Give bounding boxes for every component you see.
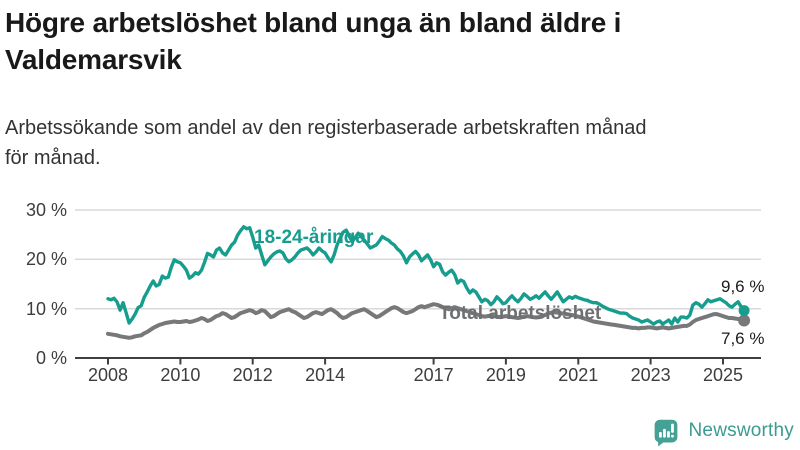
- x-tick-label: 2025: [702, 365, 744, 385]
- newsworthy-logo-icon: [654, 419, 677, 446]
- x-tick-label: 2010: [160, 365, 201, 385]
- y-tick-label: 0 %: [35, 348, 67, 368]
- x-tick-label: 2019: [485, 365, 526, 385]
- end-dot-total: [738, 314, 751, 327]
- chart-subtitle: Arbetssökande som andel av den registerb…: [5, 113, 647, 173]
- y-tick-label: 20 %: [25, 249, 67, 270]
- page-title: Högre arbetslöshet bland unga än bland ä…: [5, 7, 622, 75]
- end-dot-youth: [738, 305, 750, 317]
- series-label-total: Total arbetslöshet: [439, 303, 602, 324]
- x-tick-label: 2014: [305, 365, 346, 385]
- y-tick-label: 10 %: [25, 298, 67, 319]
- y-tick-label: 30 %: [25, 200, 67, 220]
- series-line-youth: [106, 225, 746, 326]
- end-value-label-total: 7,6 %: [721, 329, 765, 348]
- end-value-label-youth: 9,6 %: [721, 277, 765, 296]
- x-tick-label: 2017: [413, 365, 454, 385]
- series-label-youth: 18-24-åringar: [254, 227, 374, 248]
- x-tick-label: 2021: [558, 365, 599, 385]
- newsworthy-logo-text: Newsworthy: [688, 420, 794, 441]
- subtitle-line-2: för månad.: [5, 147, 101, 169]
- series-line-total: [106, 302, 747, 340]
- x-tick-label: 2008: [87, 365, 129, 385]
- newsworthy-logo[interactable]: Newsworthy: [652, 415, 794, 447]
- x-tick-label: 2023: [630, 365, 671, 385]
- x-tick-label: 2012: [232, 365, 273, 385]
- subtitle-line-1: Arbetssökande som andel av den registerb…: [5, 117, 647, 139]
